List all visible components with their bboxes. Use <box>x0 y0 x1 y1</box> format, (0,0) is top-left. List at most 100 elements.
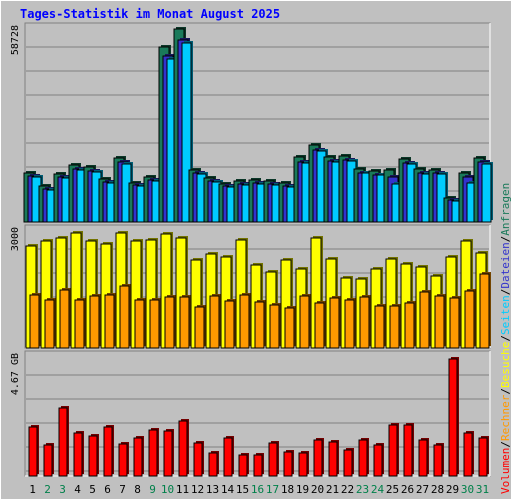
bar-seiten <box>481 163 492 223</box>
day-label: 21 <box>326 483 339 496</box>
bar-rechner <box>404 302 415 349</box>
bar-rechner <box>374 305 385 349</box>
day-label: 20 <box>311 483 324 496</box>
bar-rechner <box>104 294 115 349</box>
bar-volumen <box>43 444 53 477</box>
day-label: 17 <box>266 483 279 496</box>
day-label: 18 <box>281 483 294 496</box>
bar-volumen <box>403 424 413 477</box>
day-label: 1 <box>29 483 36 496</box>
day-label: 9 <box>149 483 156 496</box>
bar-volumen <box>88 435 98 477</box>
bar-volumen <box>433 444 443 477</box>
legend-separator: / <box>499 388 512 395</box>
bar-volumen <box>163 430 173 477</box>
bar-rechner <box>434 295 445 349</box>
bar-volumen <box>373 444 383 477</box>
bar-rechner <box>209 295 220 349</box>
legend-item-besuche: Besuche <box>499 342 512 388</box>
bar-rechner <box>194 306 205 349</box>
bar-rechner <box>329 297 340 349</box>
legend-item-anfragen: Anfragen <box>499 183 512 236</box>
bar-volumen <box>418 439 428 477</box>
bar-volumen <box>463 432 473 477</box>
day-label: 29 <box>446 483 459 496</box>
bar-rechner <box>59 289 70 349</box>
legend-item-volumen: Volumen <box>499 448 512 494</box>
day-label: 6 <box>104 483 111 496</box>
bar-rechner <box>359 296 370 349</box>
panel-bottom-ymax-label: 4.67 GB <box>10 353 21 395</box>
day-label: 13 <box>206 483 219 496</box>
bar-rechner <box>224 300 235 349</box>
bar-rechner <box>284 307 295 349</box>
bar-volumen <box>268 442 278 477</box>
bar-volumen <box>58 407 68 477</box>
day-label: 26 <box>401 483 414 496</box>
bar-volumen <box>223 437 233 477</box>
bar-rechner <box>464 290 475 349</box>
bar-rechner <box>239 294 250 349</box>
day-label: 4 <box>74 483 81 496</box>
day-label: 14 <box>221 483 235 496</box>
bar-rechner <box>299 295 310 349</box>
day-label: 12 <box>191 483 204 496</box>
bar-seiten <box>181 42 192 223</box>
bar-rechner <box>74 299 85 349</box>
day-label: 30 <box>461 483 474 496</box>
day-label: 23 <box>356 483 369 496</box>
bar-volumen <box>208 452 218 477</box>
legend-item-dateien: Dateien <box>499 242 512 288</box>
day-label: 27 <box>416 483 429 496</box>
day-label: 25 <box>386 483 399 496</box>
bar-volumen <box>298 452 308 477</box>
legend-item-seiten: Seiten <box>499 295 512 335</box>
panel-middle-ymax-label: 3000 <box>10 227 21 251</box>
day-label: 7 <box>119 483 126 496</box>
legend: Volumen/Rechner/Besuche/Seiten/Dateien/A… <box>499 183 512 494</box>
day-label: 24 <box>371 483 385 496</box>
bar-rechner <box>44 299 55 349</box>
bar-volumen <box>28 426 38 477</box>
day-label: 16 <box>251 483 264 496</box>
bar-volumen <box>193 442 203 477</box>
bar-rechner <box>314 302 325 349</box>
bar-volumen <box>103 426 113 477</box>
bar-volumen <box>388 424 398 477</box>
day-label: 28 <box>431 483 444 496</box>
bar-volumen <box>343 449 353 477</box>
bar-rechner <box>119 285 130 349</box>
bar-volumen <box>283 451 293 477</box>
bar-volumen <box>328 441 338 477</box>
day-label: 10 <box>161 483 174 496</box>
day-label: 8 <box>134 483 141 496</box>
bar-volumen <box>178 420 188 477</box>
legend-separator: / <box>499 289 512 296</box>
bar-volumen <box>238 454 248 477</box>
bar-volumen <box>358 439 368 477</box>
day-label: 3 <box>59 483 66 496</box>
bar-volumen <box>253 454 263 477</box>
bar-volumen <box>478 437 488 477</box>
bar-rechner <box>134 299 145 349</box>
day-label: 5 <box>89 483 96 496</box>
bar-rechner <box>419 291 430 349</box>
day-label: 11 <box>176 483 189 496</box>
bar-rechner <box>164 296 175 349</box>
legend-separator: / <box>499 335 512 342</box>
bar-volumen <box>313 439 323 477</box>
bar-rechner <box>29 294 40 349</box>
day-label: 19 <box>296 483 309 496</box>
bar-rechner <box>344 299 355 349</box>
day-label: 31 <box>476 483 489 496</box>
chart-title: Tages-Statistik im Monat August 2025 <box>20 7 281 21</box>
bar-volumen <box>133 437 143 477</box>
legend-item-rechner: Rechner <box>499 394 512 441</box>
bar-rechner <box>89 295 100 349</box>
legend-separator: / <box>499 441 512 448</box>
day-label: 15 <box>236 483 249 496</box>
bar-rechner <box>389 305 400 349</box>
bar-volumen <box>73 432 83 477</box>
